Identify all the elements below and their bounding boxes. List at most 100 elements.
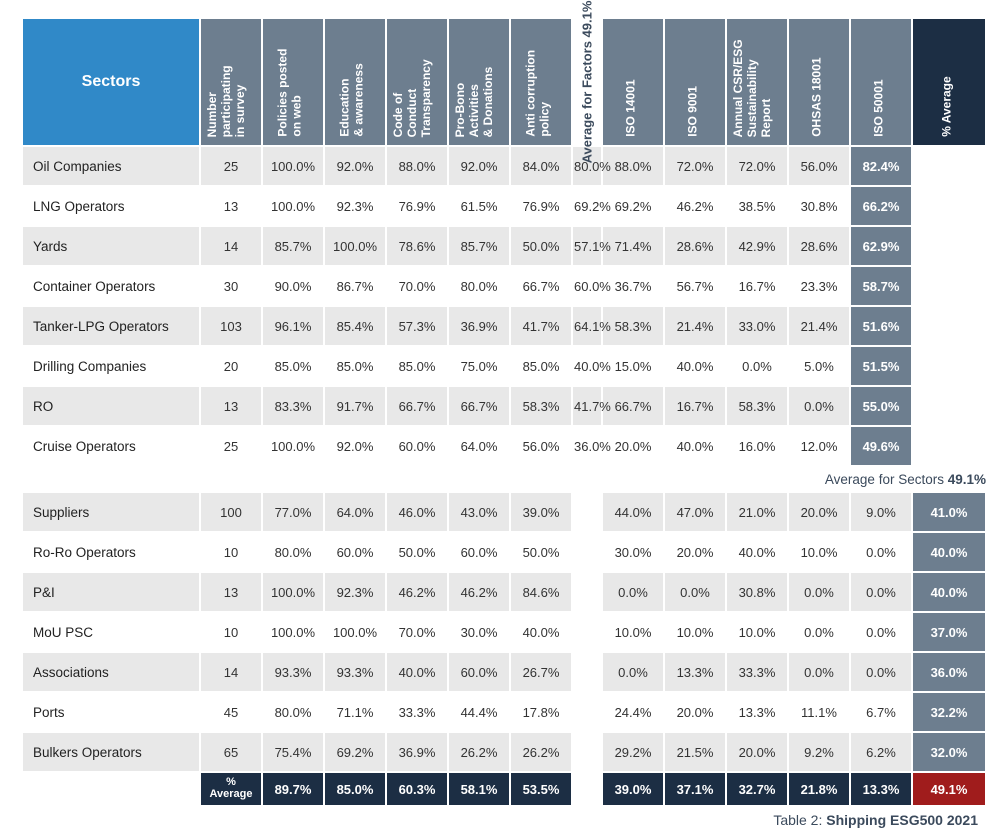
footer-final: 49.1% <box>912 772 986 806</box>
right-cell: 60.0% <box>572 266 602 306</box>
n-cell: 25 <box>200 146 262 186</box>
right-cell: 21.4% <box>664 306 726 346</box>
footer-blank <box>22 772 200 806</box>
right-cell: 0.0% <box>602 652 664 692</box>
left-cell: 93.3% <box>324 652 386 692</box>
right-cell: 38.5% <box>726 186 788 226</box>
avg-cell: 37.0% <box>912 612 986 652</box>
left-cell: 70.0% <box>386 612 448 652</box>
table-row: Suppliers10077.0%64.0%46.0%43.0%39.0%44.… <box>22 492 986 532</box>
left-cell: 85.7% <box>448 226 510 266</box>
right-cell: 6.2% <box>850 732 912 772</box>
n-cell: 25 <box>200 426 262 466</box>
table-row: P&I13100.0%92.3%46.2%46.2%84.6%0.0%0.0%3… <box>22 572 986 612</box>
left-cell: 66.7% <box>510 266 572 306</box>
footer-right-2: 32.7% <box>726 772 788 806</box>
left-cell: 92.0% <box>324 426 386 466</box>
footer-right-3: 21.8% <box>788 772 850 806</box>
header-iso50001: ISO 50001 <box>850 18 912 146</box>
table-row: Yards1485.7%100.0%78.6%85.7%50.0%57.1%71… <box>22 226 986 266</box>
right-cell: 0.0% <box>788 612 850 652</box>
left-cell: 100.0% <box>324 612 386 652</box>
right-cell: 47.0% <box>664 492 726 532</box>
gap-cell <box>572 492 602 772</box>
right-cell: 5.0% <box>788 346 850 386</box>
right-cell: 33.0% <box>726 306 788 346</box>
header-pct-average: % Average <box>912 18 986 146</box>
header-csr-report: Annual CSR/ESG Sustainability Report <box>726 18 788 146</box>
footer-left-2: 60.3% <box>386 772 448 806</box>
sector-cell: Suppliers <box>22 492 200 532</box>
table-row: Container Operators3090.0%86.7%70.0%80.0… <box>22 266 986 306</box>
footer-left-1: 85.0% <box>324 772 386 806</box>
left-cell: 40.0% <box>510 612 572 652</box>
sector-cell: Yards <box>22 226 200 266</box>
header-sectors: Sectors <box>22 18 200 146</box>
sector-cell: Associations <box>22 652 200 692</box>
left-cell: 50.0% <box>386 532 448 572</box>
footer-right-4: 13.3% <box>850 772 912 806</box>
right-cell: 9.0% <box>850 492 912 532</box>
header-pro-bono: Pro-Bono Activities & Donations <box>448 18 510 146</box>
right-cell: 71.4% <box>602 226 664 266</box>
right-cell: 40.0% <box>664 426 726 466</box>
table-row: Drilling Companies2085.0%85.0%85.0%75.0%… <box>22 346 986 386</box>
avg-cell: 32.2% <box>912 692 986 732</box>
left-cell: 85.0% <box>262 346 324 386</box>
avg-cell: 51.6% <box>850 306 912 346</box>
right-cell: 58.3% <box>602 306 664 346</box>
left-cell: 93.3% <box>262 652 324 692</box>
sector-cell: MoU PSC <box>22 612 200 652</box>
header-number-participating: Number participating in survey <box>200 18 262 146</box>
left-cell: 41.7% <box>510 306 572 346</box>
table-row: RO1383.3%91.7%66.7%66.7%58.3%41.7%66.7%1… <box>22 386 986 426</box>
left-cell: 50.0% <box>510 226 572 266</box>
right-cell: 41.7% <box>572 386 602 426</box>
right-cell: 15.0% <box>602 346 664 386</box>
avg-cell: 40.0% <box>912 572 986 612</box>
left-cell: 100.0% <box>262 572 324 612</box>
left-cell: 26.2% <box>510 732 572 772</box>
left-cell: 100.0% <box>262 186 324 226</box>
left-cell: 85.0% <box>324 346 386 386</box>
right-cell: 30.8% <box>726 572 788 612</box>
left-cell: 70.0% <box>386 266 448 306</box>
sector-cell: Tanker-LPG Operators <box>22 306 200 346</box>
avg-cell: 49.6% <box>850 426 912 466</box>
table-header: Sectors Number participating in survey P… <box>22 18 986 146</box>
table-row: Oil Companies25100.0%92.0%88.0%92.0%84.0… <box>22 146 986 186</box>
right-cell: 40.0% <box>664 346 726 386</box>
footer-left-4: 53.5% <box>510 772 572 806</box>
sector-cell: Ro-Ro Operators <box>22 532 200 572</box>
n-cell: 13 <box>200 386 262 426</box>
left-cell: 92.3% <box>324 186 386 226</box>
left-cell: 83.3% <box>262 386 324 426</box>
left-cell: 100.0% <box>324 226 386 266</box>
footer-left-3: 58.1% <box>448 772 510 806</box>
right-cell: 33.3% <box>726 652 788 692</box>
left-cell: 36.9% <box>386 732 448 772</box>
avg-cell: 32.0% <box>912 732 986 772</box>
right-cell: 6.7% <box>850 692 912 732</box>
esg-table: Sectors Number participating in survey P… <box>22 18 986 806</box>
table-body-top: Oil Companies25100.0%92.0%88.0%92.0%84.0… <box>22 146 986 466</box>
right-cell: 23.3% <box>788 266 850 306</box>
right-cell: 24.4% <box>602 692 664 732</box>
left-cell: 40.0% <box>386 652 448 692</box>
table-footer: % Average 89.7% 85.0% 60.3% 58.1% 53.5% … <box>22 772 986 806</box>
right-cell: 30.0% <box>602 532 664 572</box>
mid-avg-sectors-label: Average for Sectors 49.1% <box>602 466 986 492</box>
right-cell: 40.0% <box>726 532 788 572</box>
right-cell: 9.2% <box>788 732 850 772</box>
left-cell: 85.7% <box>262 226 324 266</box>
left-cell: 69.2% <box>324 732 386 772</box>
right-cell: 36.0% <box>572 426 602 466</box>
left-cell: 30.0% <box>448 612 510 652</box>
left-cell: 46.0% <box>386 492 448 532</box>
avg-cell: 36.0% <box>912 652 986 692</box>
right-cell: 0.0% <box>850 652 912 692</box>
n-cell: 14 <box>200 226 262 266</box>
left-cell: 76.9% <box>386 186 448 226</box>
avg-cell: 66.2% <box>850 186 912 226</box>
right-cell: 46.2% <box>664 186 726 226</box>
